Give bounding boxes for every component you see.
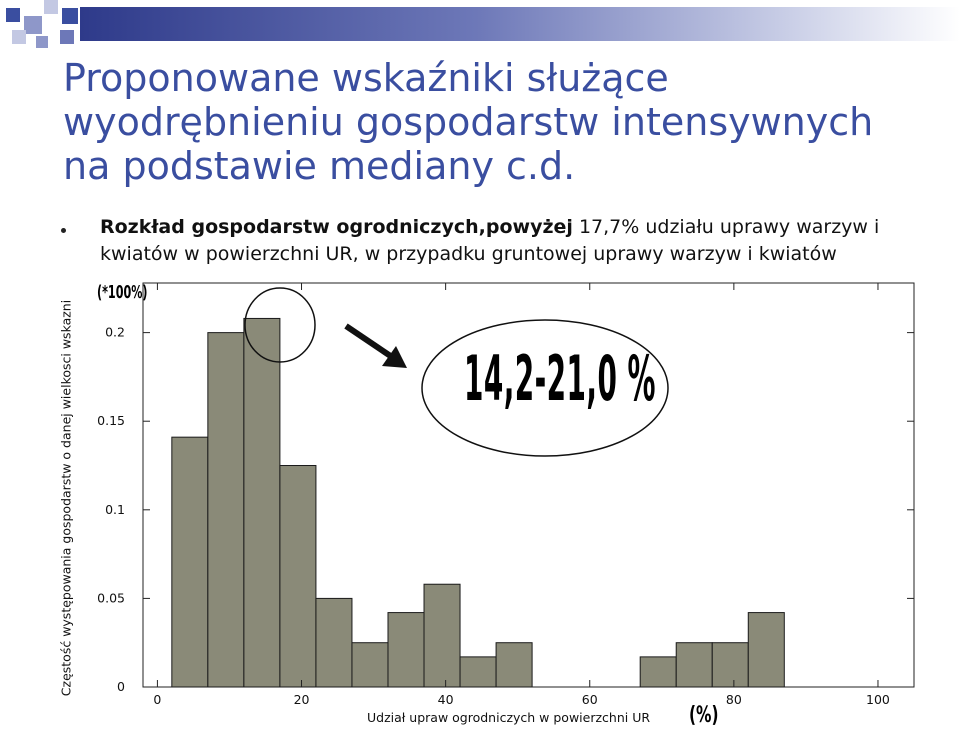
x-unit-annotation: (%) (689, 703, 719, 728)
histogram-bar (675, 642, 713, 688)
circle-highlight-icon (244, 287, 316, 363)
x-tick-label: 100 (866, 692, 890, 707)
x-tick-label: 20 (294, 692, 310, 707)
highlight-range-text: 14,2-21,0 % (464, 342, 656, 415)
header-decoration (0, 0, 960, 56)
x-tick-label: 40 (438, 692, 454, 707)
histogram-bar (423, 583, 461, 688)
x-axis-label: Udział upraw ogrodniczych w powierzchni … (367, 710, 651, 725)
histogram-bar (711, 642, 749, 688)
x-tick-label: 60 (582, 692, 598, 707)
x-tick-label: 80 (726, 692, 742, 707)
header-gradient-bar (80, 7, 960, 41)
x-tick-label: 0 (153, 692, 161, 707)
histogram-bar (639, 656, 677, 688)
histogram-bar (387, 612, 425, 688)
y-tick-label: 0.15 (97, 413, 125, 428)
histogram-bar (207, 332, 245, 688)
y-tick-label: 0.2 (105, 325, 125, 340)
deco-square-7 (60, 30, 74, 44)
histogram-bar (747, 612, 785, 688)
arrow-icon (344, 323, 394, 360)
y-unit-annotation: (*100%) (97, 282, 148, 303)
histogram-bar (279, 465, 317, 688)
range-ellipse-icon (421, 319, 669, 457)
arrow-head-icon (382, 346, 407, 368)
y-tick-label: 0 (117, 679, 125, 694)
y-tick-label: 0.1 (105, 502, 125, 517)
histogram-bar (495, 642, 533, 688)
slide-title: Proponowane wskaźniki służące wyodrębnie… (63, 56, 874, 188)
deco-square-5 (12, 30, 26, 44)
bullet-bold-text: Rozkład gospodarstw ogrodniczych,powyżej (100, 216, 573, 238)
deco-square-4 (62, 8, 78, 24)
histogram-bar (243, 317, 281, 688)
y-tick-label: 0.05 (97, 590, 125, 605)
histogram-bar (315, 597, 353, 688)
deco-square-6 (36, 36, 48, 48)
histogram-bar (351, 642, 389, 688)
bullet-text: Rozkład gospodarstw ogrodniczych,powyżej… (100, 214, 920, 268)
bullet-rest-text: 17,7% udziału uprawy warzyw i kwiatów w … (100, 216, 880, 265)
bullet-icon (61, 228, 66, 233)
histogram-bar (171, 436, 209, 688)
deco-square-1 (6, 8, 20, 22)
deco-square-2 (24, 16, 42, 34)
histogram-bar (459, 656, 497, 688)
deco-square-3 (44, 0, 58, 14)
